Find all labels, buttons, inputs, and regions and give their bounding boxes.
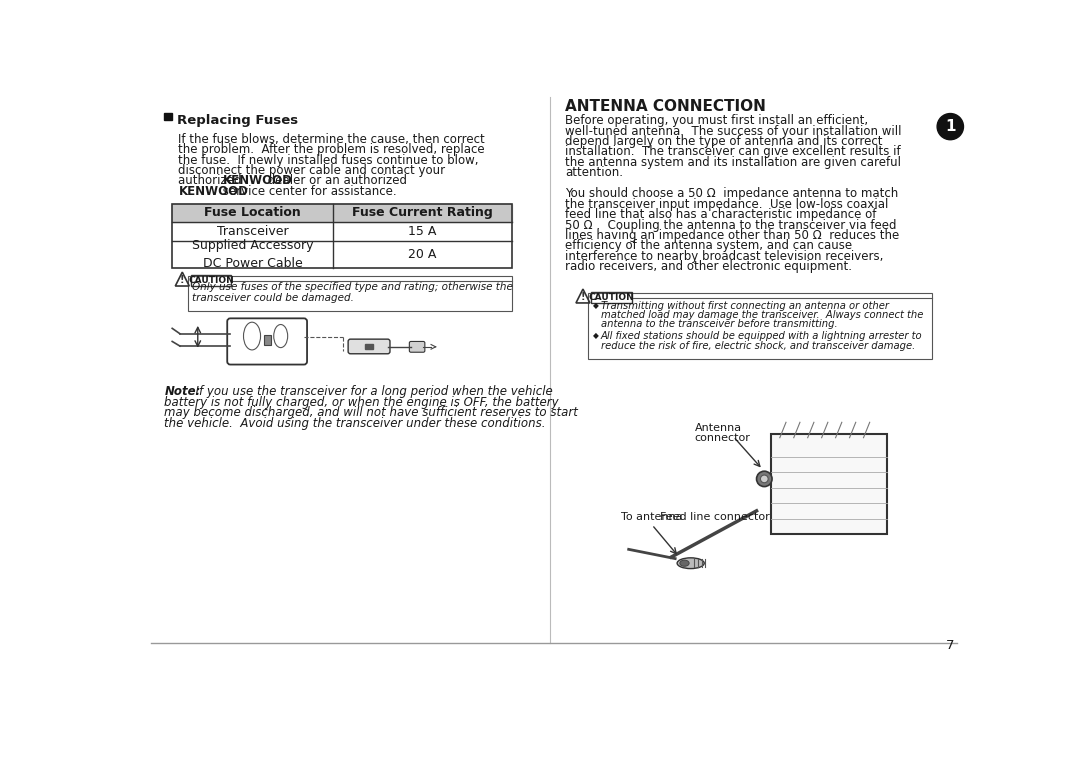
Text: attention.: attention.	[565, 166, 623, 179]
Ellipse shape	[677, 558, 704, 568]
Text: !: !	[581, 293, 585, 302]
Text: If the fuse blows, determine the cause, then correct: If the fuse blows, determine the cause, …	[178, 133, 485, 146]
Text: ◆: ◆	[593, 301, 599, 309]
Text: You should choose a 50 Ω  impedance antenna to match: You should choose a 50 Ω impedance anten…	[565, 188, 899, 201]
Text: interference to nearby broadcast television receivers,: interference to nearby broadcast televis…	[565, 250, 883, 263]
Bar	[264, 335, 271, 344]
Bar	[191, 275, 231, 286]
Text: the transceiver input impedance.  Use low-loss coaxial: the transceiver input impedance. Use low…	[565, 198, 889, 211]
Text: Fuse Location: Fuse Location	[204, 207, 301, 220]
Text: Supplied Accessory
DC Power Cable: Supplied Accessory DC Power Cable	[192, 239, 313, 270]
Text: 20 A: 20 A	[408, 248, 436, 261]
Text: the vehicle.  Avoid using the transceiver under these conditions.: the vehicle. Avoid using the transceiver…	[164, 416, 546, 429]
Text: Antenna: Antenna	[694, 423, 742, 432]
Text: ◆: ◆	[593, 331, 599, 340]
Text: Feed line connector: Feed line connector	[660, 511, 769, 521]
Text: may become discharged, and will not have sufficient reserves to start: may become discharged, and will not have…	[164, 406, 578, 419]
Text: All fixed stations should be equipped with a lightning arrester to: All fixed stations should be equipped wi…	[600, 331, 922, 341]
Text: Only use fuses of the specified type and rating; otherwise the: Only use fuses of the specified type and…	[192, 282, 513, 292]
Bar	[592, 292, 632, 303]
Text: transceiver could be damaged.: transceiver could be damaged.	[192, 293, 354, 303]
Text: Fuse Current Rating: Fuse Current Rating	[352, 207, 492, 220]
Text: dealer or an authorized: dealer or an authorized	[265, 174, 407, 188]
Text: the antenna system and its installation are given careful: the antenna system and its installation …	[565, 156, 901, 169]
Text: Transceiver: Transceiver	[217, 225, 288, 238]
Text: 15 A: 15 A	[408, 225, 436, 238]
FancyBboxPatch shape	[409, 341, 424, 352]
Text: installation.  The transceiver can give excellent results if: installation. The transceiver can give e…	[565, 145, 901, 159]
Text: Note:: Note:	[164, 385, 201, 398]
Text: Before operating, you must first install an efficient,: Before operating, you must first install…	[565, 114, 868, 128]
Text: service center for assistance.: service center for assistance.	[219, 185, 397, 198]
Text: antenna to the transceiver before transmitting.: antenna to the transceiver before transm…	[600, 319, 837, 329]
Text: KENWOOD: KENWOOD	[178, 185, 248, 198]
Bar	[770, 434, 887, 534]
Text: connector: connector	[694, 433, 751, 444]
Text: matched load may damage the transceiver.  Always connect the: matched load may damage the transceiver.…	[600, 310, 923, 320]
Circle shape	[757, 471, 772, 486]
Circle shape	[937, 113, 963, 140]
Text: efficiency of the antenna system, and can cause: efficiency of the antenna system, and ca…	[565, 239, 852, 252]
Text: radio receivers, and other electronic equipment.: radio receivers, and other electronic eq…	[565, 260, 852, 273]
Bar	[188, 276, 512, 312]
FancyBboxPatch shape	[348, 339, 390, 353]
Text: CAUTION: CAUTION	[188, 276, 234, 285]
Text: well-tuned antenna.  The success of your installation will: well-tuned antenna. The success of your …	[565, 125, 902, 138]
Bar	[172, 204, 512, 222]
Bar	[172, 204, 512, 268]
Text: Transmitting without first connecting an antenna or other: Transmitting without first connecting an…	[600, 301, 889, 311]
Text: KENWOOD: KENWOOD	[224, 174, 294, 188]
Text: 7: 7	[946, 638, 955, 652]
Bar	[589, 293, 932, 359]
Bar	[164, 112, 172, 121]
Text: disconnect the power cable and contact your: disconnect the power cable and contact y…	[178, 164, 446, 177]
Text: the problem.  After the problem is resolved, replace: the problem. After the problem is resolv…	[178, 143, 485, 156]
Text: reduce the risk of fire, electric shock, and transceiver damage.: reduce the risk of fire, electric shock,…	[600, 340, 915, 350]
Text: CAUTION: CAUTION	[589, 293, 635, 302]
Text: battery is not fully charged, or when the engine is OFF, the battery: battery is not fully charged, or when th…	[164, 396, 559, 409]
Text: Replacing Fuses: Replacing Fuses	[177, 113, 298, 126]
Circle shape	[760, 475, 768, 483]
Text: the fuse.  If newly installed fuses continue to blow,: the fuse. If newly installed fuses conti…	[178, 154, 478, 166]
Ellipse shape	[679, 560, 689, 566]
Text: To antenna: To antenna	[621, 511, 683, 521]
Text: ANTENNA CONNECTION: ANTENNA CONNECTION	[565, 99, 766, 114]
Text: authorized: authorized	[178, 174, 245, 188]
Text: depend largely on the type of antenna and its correct: depend largely on the type of antenna an…	[565, 135, 882, 148]
Text: lines having an impedance other than 50 Ω  reduces the: lines having an impedance other than 50 …	[565, 229, 900, 242]
Text: 1: 1	[945, 119, 956, 134]
Text: 50 Ω .  Coupling the antenna to the transceiver via feed: 50 Ω . Coupling the antenna to the trans…	[565, 219, 896, 232]
Text: feed line that also has a characteristic impedance of: feed line that also has a characteristic…	[565, 208, 877, 221]
Text: If you use the transceiver for a long period when the vehicle: If you use the transceiver for a long pe…	[188, 385, 553, 398]
Bar	[365, 344, 373, 349]
Text: !: !	[180, 275, 185, 286]
